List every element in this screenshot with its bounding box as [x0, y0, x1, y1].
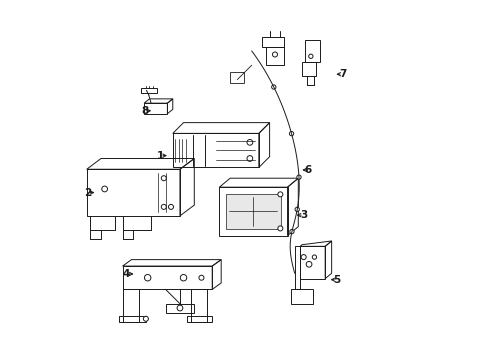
Circle shape — [180, 274, 186, 281]
Circle shape — [168, 204, 173, 210]
Circle shape — [305, 261, 311, 267]
Circle shape — [289, 229, 293, 234]
Text: 4: 4 — [122, 269, 130, 279]
Text: 6: 6 — [304, 165, 311, 175]
Circle shape — [289, 131, 293, 136]
Circle shape — [246, 156, 252, 161]
Circle shape — [102, 186, 107, 192]
Circle shape — [277, 192, 282, 197]
Circle shape — [199, 275, 203, 280]
Text: 7: 7 — [338, 69, 346, 79]
Polygon shape — [225, 194, 281, 229]
Circle shape — [271, 85, 275, 89]
Circle shape — [143, 316, 148, 321]
Circle shape — [277, 226, 282, 231]
Circle shape — [312, 255, 316, 259]
Circle shape — [308, 54, 312, 58]
Circle shape — [246, 139, 252, 145]
Text: 8: 8 — [141, 106, 148, 116]
Circle shape — [144, 274, 151, 281]
Circle shape — [177, 305, 183, 311]
Text: 2: 2 — [83, 188, 91, 198]
Circle shape — [301, 255, 305, 260]
Text: 1: 1 — [156, 150, 163, 161]
Circle shape — [296, 175, 301, 179]
Circle shape — [161, 204, 166, 210]
Circle shape — [161, 176, 166, 181]
Text: 5: 5 — [333, 275, 340, 285]
Circle shape — [272, 52, 277, 57]
Text: 3: 3 — [300, 210, 307, 220]
Circle shape — [294, 207, 299, 212]
